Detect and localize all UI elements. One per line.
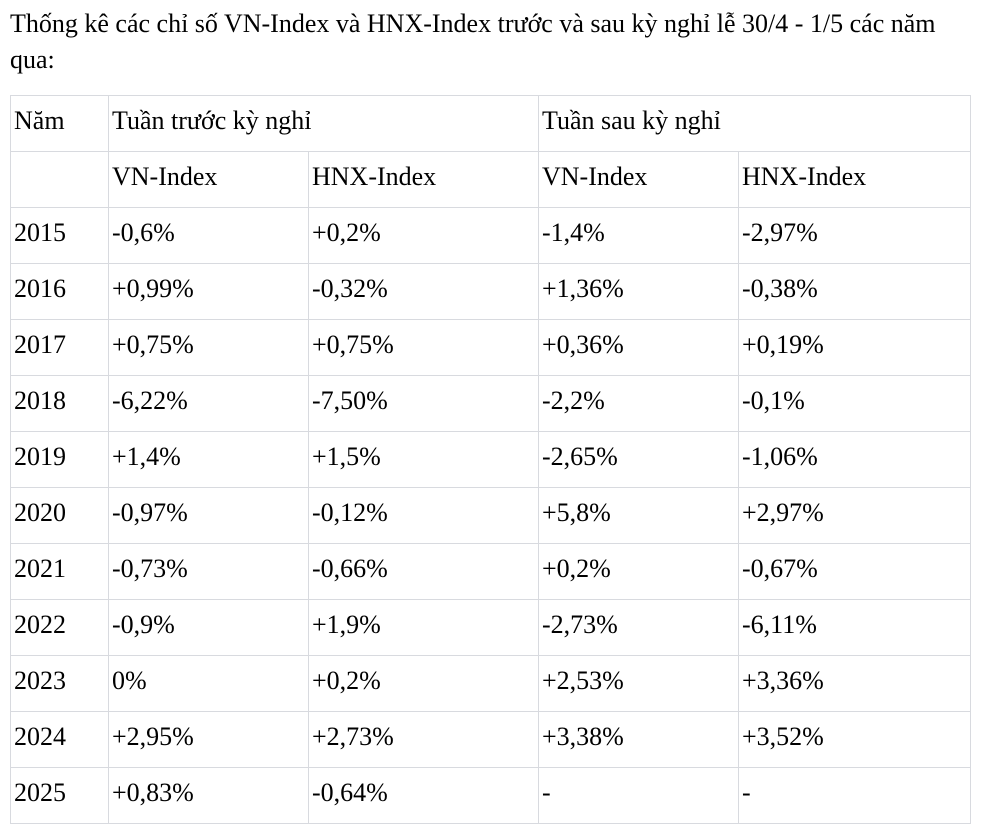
table-row: 2022 -0,9% +1,9% -2,73% -6,11% — [10, 599, 972, 656]
hnx-index-after-cell: -0,38% — [737, 263, 972, 320]
hnx-index-before-cell: +1,9% — [308, 599, 539, 656]
table-row: 2021 -0,73% -0,66% +0,2% -0,67% — [10, 543, 972, 600]
vn-index-after-cell: - — [538, 767, 739, 824]
vn-index-after-cell: -2,65% — [538, 431, 739, 488]
hnx-index-after-cell: -0,67% — [737, 543, 972, 600]
year-cell: 2021 — [10, 543, 109, 600]
sub-header-vn-index-after: VN-Index — [538, 151, 739, 208]
sub-header-hnx-index-after: HNX-Index — [737, 151, 972, 208]
year-cell: 2017 — [10, 319, 109, 376]
table-body: 2015 -0,6% +0,2% -1,4% -2,97% 2016 +0,99… — [10, 207, 972, 824]
table-header: Năm Tuần trước kỳ nghỉ Tuần sau kỳ nghỉ … — [10, 95, 972, 208]
group-header-week-after-holiday: Tuần sau kỳ nghỉ — [537, 95, 972, 152]
vn-index-after-cell: +3,38% — [538, 711, 739, 768]
year-cell: 2016 — [10, 263, 109, 320]
hnx-index-after-cell: -0,1% — [737, 375, 972, 432]
year-cell: 2023 — [10, 655, 109, 712]
hnx-index-before-cell: +0,2% — [308, 655, 539, 712]
vn-index-before-cell: +0,83% — [108, 767, 309, 824]
hnx-index-after-cell: -6,11% — [737, 599, 972, 656]
hnx-index-after-cell: -2,97% — [737, 207, 972, 264]
hnx-index-after-cell: +0,19% — [737, 319, 972, 376]
hnx-index-after-cell: -1,06% — [737, 431, 972, 488]
table-row: 2018 -6,22% -7,50% -2,2% -0,1% — [10, 375, 972, 432]
vn-index-before-cell: -0,73% — [108, 543, 309, 600]
hnx-index-before-cell: +1,5% — [308, 431, 539, 488]
vn-index-before-cell: -0,9% — [108, 599, 309, 656]
empty-header-cell — [10, 151, 109, 208]
vn-index-before-cell: +0,75% — [108, 319, 309, 376]
hnx-index-before-cell: -0,64% — [308, 767, 539, 824]
vn-index-before-cell: -0,97% — [108, 487, 309, 544]
table-row: 2025 +0,83% -0,64% - - — [10, 767, 972, 824]
vn-index-after-cell: -1,4% — [538, 207, 739, 264]
hnx-index-after-cell: - — [737, 767, 972, 824]
vn-index-after-cell: -2,73% — [538, 599, 739, 656]
year-cell: 2024 — [10, 711, 109, 768]
year-cell: 2015 — [10, 207, 109, 264]
hnx-index-before-cell: -0,12% — [308, 487, 539, 544]
group-header-week-before-holiday: Tuần trước kỳ nghỉ — [108, 95, 539, 152]
hnx-index-before-cell: -0,32% — [308, 263, 539, 320]
vn-index-after-cell: -2,2% — [538, 375, 739, 432]
hnx-index-after-cell: +2,97% — [737, 487, 972, 544]
table-row: 2019 +1,4% +1,5% -2,65% -1,06% — [10, 431, 972, 488]
table-row: 2020 -0,97% -0,12% +5,8% +2,97% — [10, 487, 972, 544]
vn-index-after-cell: +0,36% — [538, 319, 739, 376]
vn-index-after-cell: +2,53% — [538, 655, 739, 712]
hnx-index-before-cell: +2,73% — [308, 711, 539, 768]
table-row: 2023 0% +0,2% +2,53% +3,36% — [10, 655, 972, 712]
table-sub-header-row: VN-Index HNX-Index VN-Index HNX-Index — [10, 151, 972, 208]
year-cell: 2022 — [10, 599, 109, 656]
hnx-index-after-cell: +3,36% — [737, 655, 972, 712]
sub-header-vn-index-before: VN-Index — [108, 151, 309, 208]
year-cell: 2018 — [10, 375, 109, 432]
vn-index-after-cell: +0,2% — [538, 543, 739, 600]
vn-index-before-cell: +2,95% — [108, 711, 309, 768]
table-row: 2016 +0,99% -0,32% +1,36% -0,38% — [10, 263, 972, 320]
vn-index-before-cell: +0,99% — [108, 263, 309, 320]
table-row: 2015 -0,6% +0,2% -1,4% -2,97% — [10, 207, 972, 264]
year-cell: 2019 — [10, 431, 109, 488]
table-row: 2017 +0,75% +0,75% +0,36% +0,19% — [10, 319, 972, 376]
table-group-header-row: Năm Tuần trước kỳ nghỉ Tuần sau kỳ nghỉ — [10, 95, 972, 152]
hnx-index-before-cell: -7,50% — [308, 375, 539, 432]
year-cell: 2020 — [10, 487, 109, 544]
sub-header-hnx-index-before: HNX-Index — [308, 151, 539, 208]
vn-index-before-cell: -6,22% — [108, 375, 309, 432]
page-title: Thống kê các chỉ số VN-Index và HNX-Inde… — [10, 9, 936, 74]
vn-index-before-cell: +1,4% — [108, 431, 309, 488]
hnx-index-after-cell: +3,52% — [737, 711, 972, 768]
table-row: 2024 +2,95% +2,73% +3,38% +3,52% — [10, 711, 972, 768]
hnx-index-before-cell: -0,66% — [308, 543, 539, 600]
hnx-index-before-cell: +0,2% — [308, 207, 539, 264]
year-cell: 2025 — [10, 767, 109, 824]
vn-index-after-cell: +5,8% — [538, 487, 739, 544]
vn-index-after-cell: +1,36% — [538, 263, 739, 320]
vn-index-before-cell: 0% — [108, 655, 309, 712]
vn-index-before-cell: -0,6% — [108, 207, 309, 264]
index-stats-table: Năm Tuần trước kỳ nghỉ Tuần sau kỳ nghỉ … — [10, 95, 972, 824]
year-column-header: Năm — [10, 95, 109, 152]
hnx-index-before-cell: +0,75% — [308, 319, 539, 376]
